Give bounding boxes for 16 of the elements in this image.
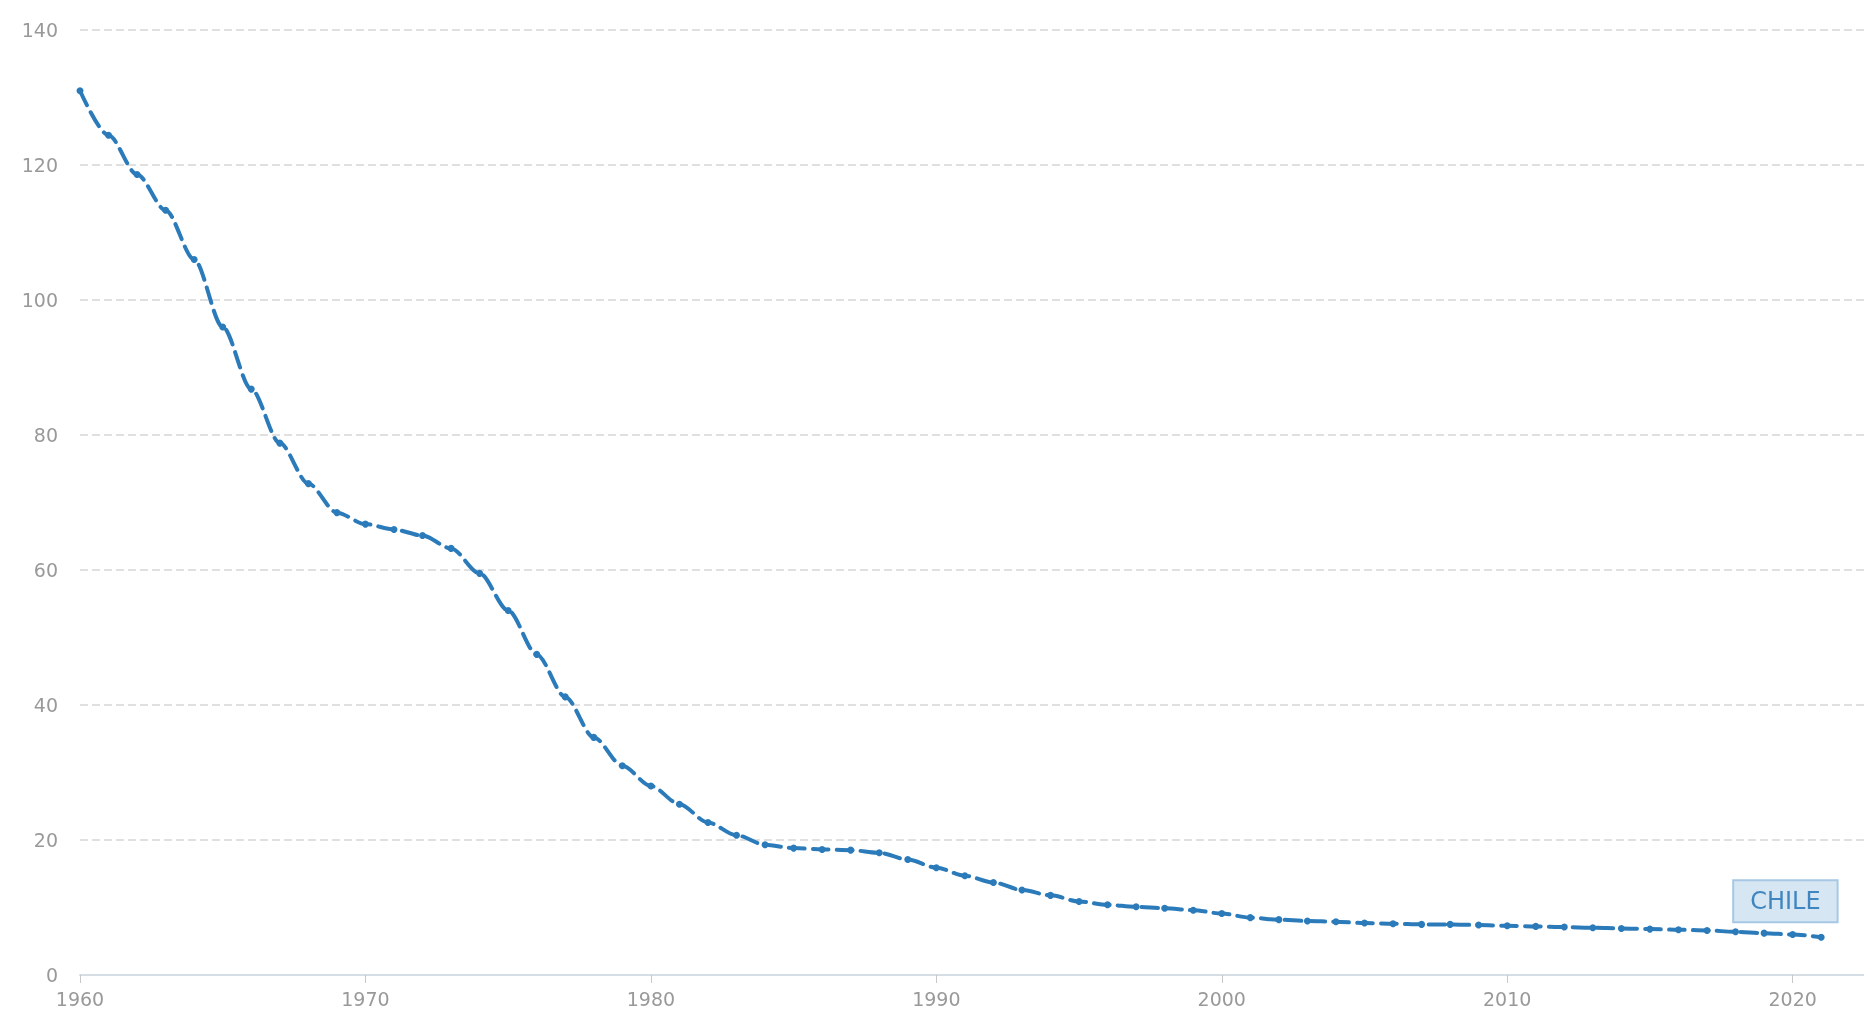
y-tick-label: 140	[21, 19, 58, 41]
x-tick-label: 2020	[1768, 987, 1817, 1010]
y-tick-label: 0	[45, 964, 58, 986]
y-tick-label: 100	[21, 289, 58, 311]
y-tick-label: 80	[33, 424, 58, 446]
x-tick-label: 1970	[341, 987, 390, 1010]
x-tick-label: 1990	[912, 987, 961, 1010]
x-tick-label: 1960	[55, 987, 105, 1010]
x-tick-label: 2010	[1483, 987, 1532, 1010]
x-tick-label: 2000	[1197, 987, 1246, 1010]
y-tick-label: 60	[33, 559, 58, 581]
y-tick-label: 20	[33, 829, 58, 851]
x-tick-label: 1980	[626, 987, 676, 1010]
series-label: CHILE	[1750, 887, 1821, 916]
y-tick-label: 120	[21, 154, 58, 176]
y-tick-label: 40	[33, 694, 58, 716]
